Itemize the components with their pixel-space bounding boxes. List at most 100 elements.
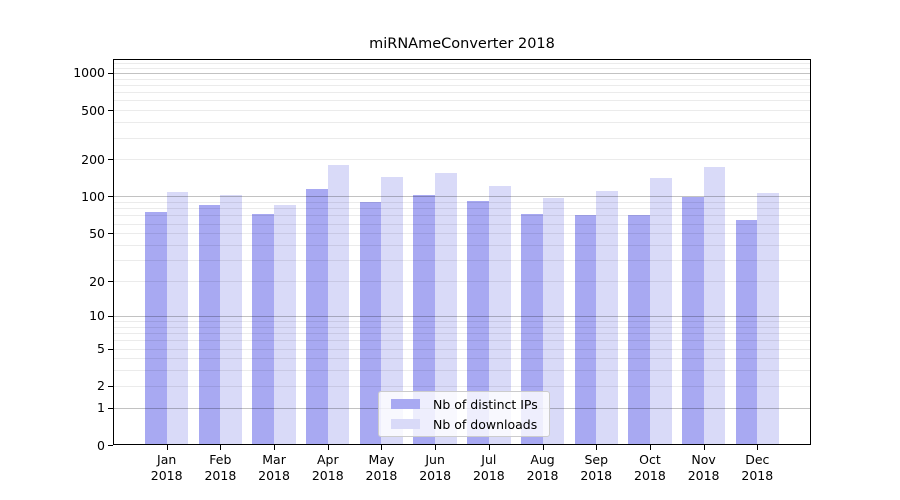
x-tick-mark (327, 445, 329, 450)
x-tick-month: Sep (584, 452, 608, 467)
x-tick-mark (542, 445, 544, 450)
gridline-30 (114, 260, 810, 262)
gridline-900 (114, 78, 810, 80)
x-tick-month: Apr (316, 452, 339, 467)
gridline-200 (114, 159, 810, 161)
x-tick-month: Aug (530, 452, 555, 467)
y-tick-label: 500 (81, 102, 105, 118)
gridline-600 (114, 100, 810, 102)
x-tick-year: 2018 (741, 468, 774, 483)
bar-nb-of-distinct-ips-feb (198, 205, 221, 444)
x-tick-mark (381, 445, 383, 450)
bar-nb-of-downloads-jan (166, 192, 189, 444)
x-tick-label: Mar 2018 (244, 452, 304, 484)
bar-nb-of-downloads-aug (542, 198, 565, 444)
x-tick-year: 2018 (311, 468, 344, 483)
bar-nb-of-distinct-ips-nov (681, 196, 704, 444)
y-tick-mark (108, 159, 113, 161)
legend-swatch-distinct-ips (391, 399, 420, 409)
gridline-100 (114, 196, 810, 198)
gridline-8 (114, 326, 810, 328)
bar-nb-of-distinct-ips-jun (413, 195, 436, 444)
gridline-40 (114, 245, 810, 247)
x-tick-month: May (368, 452, 395, 467)
legend-item: Nb of distinct IPs (387, 396, 541, 412)
x-tick-label: Apr 2018 (298, 452, 358, 484)
x-tick-year: 2018 (634, 468, 666, 483)
y-tick-mark (108, 196, 113, 198)
bar-nb-of-distinct-ips-jan (144, 211, 167, 444)
x-tick-mark (274, 445, 276, 450)
y-tick-mark (108, 281, 113, 283)
x-tick-year: 2018 (687, 468, 720, 483)
y-tick-label: 2 (97, 378, 105, 394)
x-tick-label: Jul 2018 (459, 452, 519, 484)
x-tick-label: Oct 2018 (620, 452, 680, 484)
x-tick-year: 2018 (419, 468, 452, 483)
bar-nb-of-distinct-ips-mar (252, 213, 275, 444)
gridline-10 (114, 315, 810, 317)
x-tick-year: 2018 (150, 468, 183, 483)
bar-nb-of-downloads-jun (435, 173, 457, 444)
x-tick-year: 2018 (526, 468, 559, 483)
y-tick-label: 1000 (73, 65, 105, 81)
bar-nb-of-distinct-ips-dec (735, 220, 758, 444)
x-tick-label: Jun 2018 (405, 452, 465, 484)
gridline-1100 (114, 67, 810, 69)
bar-nb-of-downloads-may (381, 176, 404, 444)
x-tick-mark (435, 445, 437, 450)
bar-nb-of-distinct-ips-oct (628, 215, 650, 444)
x-tick-month: Oct (639, 452, 661, 467)
bar-nb-of-downloads-sep (596, 190, 618, 444)
x-tick-year: 2018 (472, 468, 505, 483)
y-tick-label: 1 (97, 400, 105, 416)
bar-nb-of-downloads-apr (327, 164, 350, 444)
x-tick-month: Dec (745, 452, 770, 467)
y-tick-mark (108, 385, 113, 387)
x-tick-label: Jan 2018 (137, 452, 197, 484)
x-tick-month: Feb (209, 452, 232, 467)
legend-swatch-downloads (391, 419, 420, 429)
gridline-2 (114, 385, 810, 387)
y-tick-label: 50 (89, 225, 105, 241)
x-tick-label: May 2018 (351, 452, 411, 484)
x-tick-label: Nov 2018 (674, 452, 734, 484)
y-tick-mark (108, 315, 113, 317)
gridline-20 (114, 281, 810, 283)
x-tick-month: Jun (425, 452, 445, 467)
bar-nb-of-distinct-ips-may (359, 202, 382, 444)
bar-nb-of-distinct-ips-jul (467, 201, 489, 444)
x-tick-mark (220, 445, 222, 450)
bar-nb-of-downloads-jul (488, 185, 511, 444)
gridline-700 (114, 92, 810, 94)
x-tick-year: 2018 (365, 468, 398, 483)
bar-nb-of-distinct-ips-apr (306, 188, 328, 444)
bar-nb-of-downloads-oct (649, 177, 672, 444)
gridline-6 (114, 340, 810, 342)
gridline-1000 (114, 72, 810, 74)
x-tick-month: Nov (691, 452, 716, 467)
y-tick-label: 0 (97, 437, 105, 453)
gridline-500 (114, 110, 810, 112)
legend-label: Nb of downloads (433, 416, 538, 432)
y-tick-mark (108, 407, 113, 409)
bar-nb-of-downloads-nov (703, 167, 726, 444)
gridline-400 (114, 122, 810, 124)
y-tick-mark (108, 233, 113, 235)
y-tick-label: 20 (89, 273, 105, 289)
gridline-800 (114, 84, 810, 86)
bar-nb-of-distinct-ips-aug (520, 213, 543, 444)
x-tick-month: Mar (262, 452, 286, 467)
x-tick-mark (703, 445, 705, 450)
x-tick-label: Sep 2018 (566, 452, 626, 484)
gridline-5 (114, 348, 810, 350)
x-tick-label: Feb 2018 (190, 452, 250, 484)
x-tick-mark (166, 445, 168, 450)
plot-area (113, 59, 811, 445)
y-tick-mark (108, 348, 113, 350)
gridline-7 (114, 333, 810, 335)
gridline-80 (114, 208, 810, 210)
y-tick-label: 10 (89, 308, 105, 324)
x-tick-year: 2018 (258, 468, 290, 483)
